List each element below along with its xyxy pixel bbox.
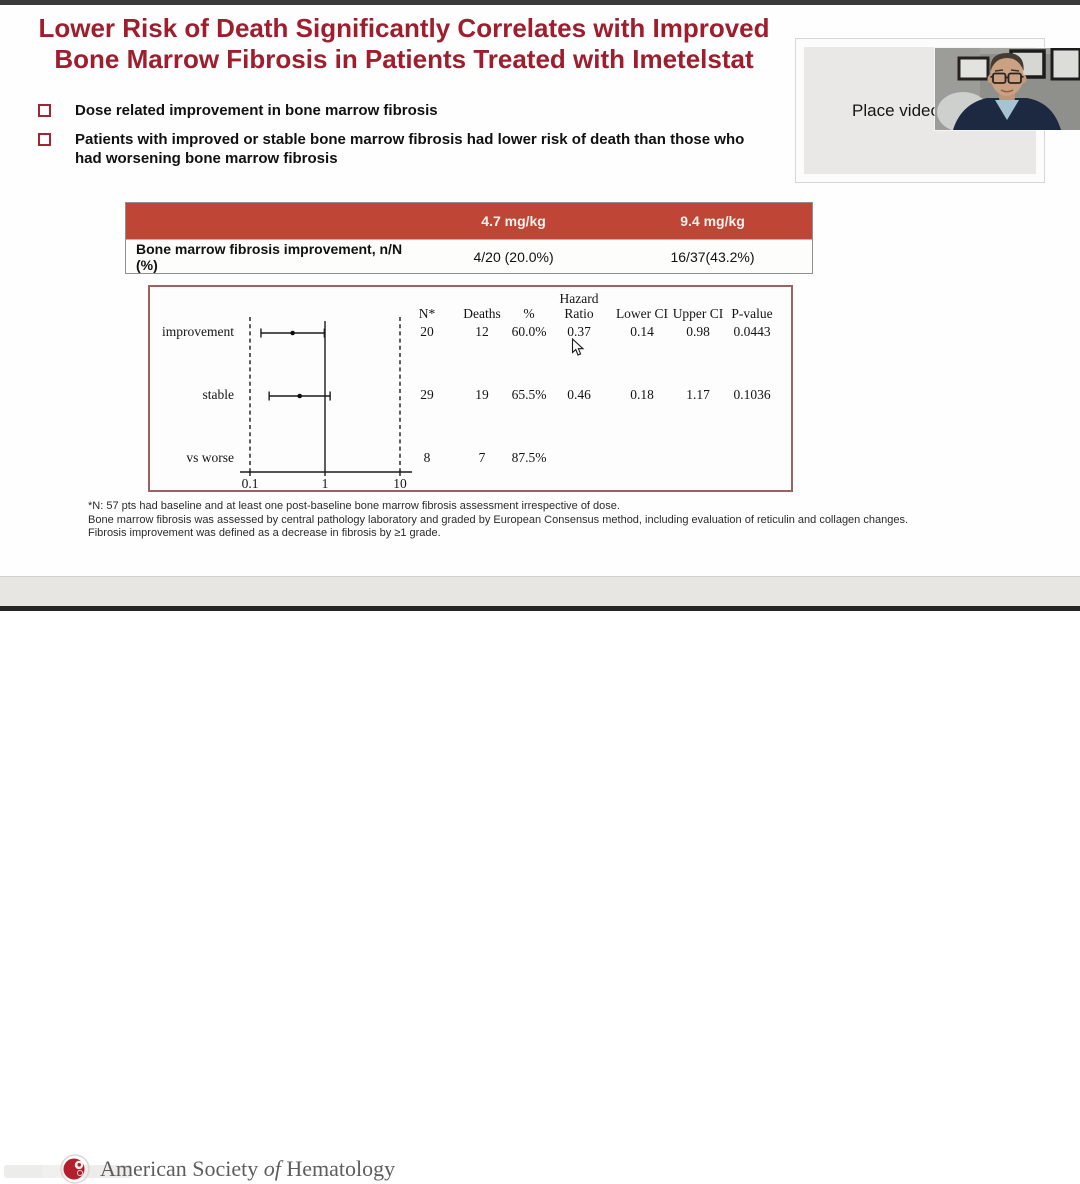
footnote-line: Bone marrow fibrosis was assessed by cen… — [88, 513, 908, 526]
footer-org-pre: American Society — [100, 1156, 264, 1181]
forest-cell: 0.1036 — [733, 387, 771, 402]
bullet-text: Dose related improvement in bone marrow … — [75, 102, 438, 119]
bullet-square-icon — [38, 133, 51, 146]
forest-plot-graphic: 0.1 1 10 — [240, 317, 412, 490]
x-tick-label: 1 — [322, 476, 329, 490]
bullet-item: Patients with improved or stable bone ma… — [38, 130, 778, 168]
forest-cell: 12 — [475, 324, 489, 339]
footnote-line: *N: 57 pts had baseline and at least one… — [88, 500, 620, 512]
forest-cell: 0.37 — [567, 324, 591, 339]
forest-cell: 0.14 — [630, 324, 654, 339]
slide-title-line2: Bone Marrow Fibrosis in Patients Treated… — [54, 44, 754, 74]
forest-cell: 7 — [478, 450, 486, 465]
bullet-text: Patients with improved or stable bone ma… — [75, 131, 745, 167]
webcam-video-frame — [935, 48, 1080, 130]
bullet-item: Dose related improvement in bone marrow … — [38, 101, 778, 120]
forest-cell: 0.18 — [630, 387, 654, 402]
dose-table-header-row: 4.7 mg/kg 9.4 mg/kg — [126, 203, 812, 239]
forest-header: Deaths — [463, 306, 501, 321]
bullet-square-icon — [38, 104, 51, 117]
x-tick-label: 10 — [393, 476, 407, 490]
forest-cell: 87.5% — [511, 450, 547, 465]
forest-row-label: stable — [202, 387, 235, 402]
forest-cell: 19 — [475, 387, 489, 402]
forest-cell: 65.5% — [511, 387, 547, 402]
forest-header: Upper CI — [672, 306, 724, 321]
forest-cell: 1.17 — [686, 387, 710, 402]
forest-cell: 60.0% — [511, 324, 547, 339]
video-placeholder-label: Place video — [852, 101, 940, 120]
forest-header: Lower CI — [615, 306, 669, 321]
footer-org-post: Hematology — [280, 1156, 396, 1181]
x-tick-label: 0.1 — [242, 476, 259, 490]
footer-org-italic: of — [263, 1156, 281, 1181]
footnotes: *N: 57 pts had baseline and at least one… — [88, 500, 988, 541]
dose-table-header-dose1: 4.7 mg/kg — [481, 213, 546, 229]
ash-logo-icon — [60, 1154, 90, 1184]
bullet-list: Dose related improvement in bone marrow … — [38, 101, 778, 168]
slide-title: Lower Risk of Death Significantly Correl… — [8, 13, 800, 75]
hazard-ratio-point — [290, 330, 295, 336]
dose-table-header-dose2: 9.4 mg/kg — [680, 213, 745, 229]
forest-cell: 0.98 — [686, 324, 710, 339]
forest-cell: 0.46 — [567, 387, 591, 402]
forest-header: Hazard — [559, 291, 599, 306]
forest-plot-panel: 0.1 1 10 Hazard Ratio N* Deaths% Lower CI Upper … — [148, 285, 793, 492]
forest-row-label: improvement — [162, 324, 234, 339]
footer-org-name: American Society of Hematology — [100, 1156, 395, 1182]
footnote-line: Fibrosis improvement was defined as a de… — [88, 527, 441, 539]
forest-header: N* — [418, 306, 436, 321]
forest-cell: 29 — [420, 387, 434, 402]
forest-cell: 8 — [423, 450, 431, 465]
forest-cell: 20 — [420, 324, 434, 339]
video-overlay[interactable] — [935, 48, 1080, 130]
dose-table-value-dose2: 16/37(43.2%) — [670, 248, 755, 265]
forest-cell: 0.0443 — [733, 324, 771, 339]
forest-header: Ratio — [564, 306, 594, 321]
dose-table-data-row: Bone marrow fibrosis improvement, n/N (%… — [126, 239, 812, 273]
forest-row-label: vs worse — [186, 450, 234, 465]
forest-header: % — [523, 306, 535, 321]
forest-header: P-value — [731, 306, 773, 321]
hazard-ratio-point — [297, 393, 303, 399]
dose-table: 4.7 mg/kg 9.4 mg/kg Bone marrow fibrosis… — [125, 202, 813, 274]
window-bottom-bar — [0, 606, 1080, 611]
footer-bar: American Society of Hematology — [0, 576, 1080, 1184]
slide-title-line1: Lower Risk of Death Significantly Correl… — [38, 13, 770, 43]
dose-table-value-dose1: 4/20 (20.0%) — [473, 248, 554, 265]
window-top-bar — [0, 0, 1080, 5]
dose-table-row-label: Bone marrow fibrosis improvement, n/N (%… — [136, 240, 403, 273]
mouse-cursor-icon — [571, 338, 585, 356]
